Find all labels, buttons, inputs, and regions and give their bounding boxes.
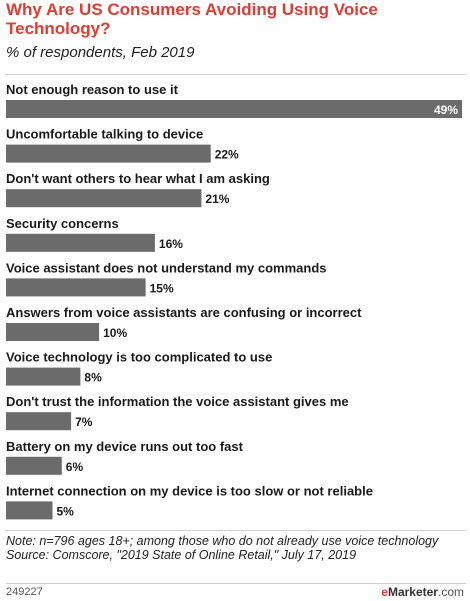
category-label: Don't want others to hear what I am aski… — [6, 171, 270, 186]
value-label: 15% — [150, 281, 174, 295]
footer-divider — [6, 583, 466, 584]
category-label: Battery on my device runs out too fast — [6, 439, 244, 454]
bar — [6, 189, 202, 208]
brand-logo[interactable]: eMarketer.com — [381, 585, 464, 599]
bar — [6, 456, 62, 475]
brand-strong: Marketer — [387, 585, 438, 599]
category-label: Not enough reason to use it — [6, 82, 179, 97]
value-label: 21% — [205, 192, 229, 206]
note-text: Note: n=796 ages 18+; among those who do… — [6, 534, 439, 548]
category-label: Uncomfortable talking to device — [6, 127, 203, 142]
bar-chart: Not enough reason to use it 49% Uncomforta… — [6, 82, 462, 520]
bar — [6, 367, 81, 386]
value-label: 5% — [57, 504, 75, 518]
category-label: Answers from voice assistants are confus… — [6, 305, 362, 320]
category-label: Don't trust the information the voice as… — [6, 394, 349, 409]
value-label: 49% — [434, 103, 458, 117]
bottom-divider — [6, 530, 466, 531]
value-label: 22% — [215, 148, 239, 162]
bar — [6, 278, 146, 297]
bar — [6, 100, 462, 118]
value-label: 6% — [66, 460, 84, 474]
chart-subtitle: % of respondents, Feb 2019 — [6, 44, 195, 61]
value-label: 16% — [159, 237, 183, 251]
bar — [6, 501, 53, 520]
category-label: Security concerns — [6, 216, 119, 231]
value-label: 7% — [75, 415, 93, 429]
category-label: Voice technology is too complicated to u… — [6, 350, 272, 365]
bar — [6, 144, 211, 163]
chart-footnote: Note: n=796 ages 18+; among those who do… — [6, 534, 456, 562]
chart-title: Why Are US Consumers Avoiding Using Voic… — [6, 0, 378, 38]
value-label: 8% — [84, 371, 102, 385]
brand-suffix: .com — [437, 585, 464, 599]
brand-e: e — [381, 585, 388, 599]
bar — [6, 323, 100, 341]
bar — [6, 412, 72, 431]
bar — [6, 233, 155, 252]
chart-id: 249227 — [6, 586, 43, 598]
value-label: 10% — [103, 326, 127, 340]
category-label: Internet connection on my device is too … — [6, 483, 373, 498]
top-divider — [6, 74, 466, 75]
source-text: Source: Comscore, "2019 State of Online … — [6, 548, 357, 562]
category-label: Voice assistant does not understand my c… — [6, 260, 327, 275]
